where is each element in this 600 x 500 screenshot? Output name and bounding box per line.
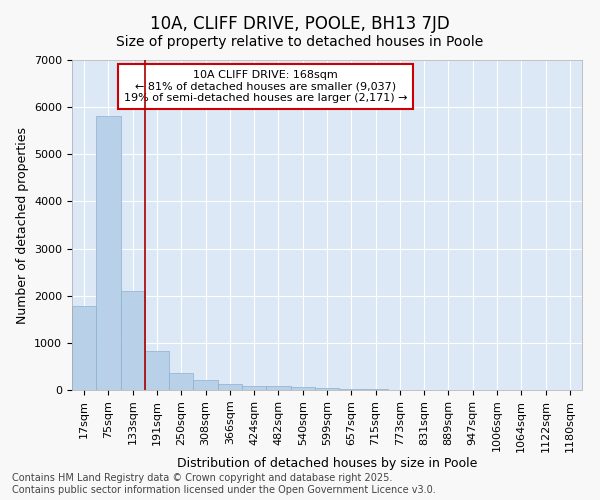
Bar [169,372,193,390]
Bar [242,386,266,390]
Text: Contains HM Land Registry data © Crown copyright and database right 2025.
Contai: Contains HM Land Registry data © Crown c… [12,474,436,495]
Bar [145,352,169,390]
Bar [218,384,242,390]
Bar [290,388,315,390]
Text: 10A CLIFF DRIVE: 168sqm
← 81% of detached houses are smaller (9,037)
19% of semi: 10A CLIFF DRIVE: 168sqm ← 81% of detache… [124,70,407,103]
Bar [121,292,145,390]
Bar [96,116,121,390]
Bar [315,388,339,390]
Bar [72,306,96,390]
X-axis label: Distribution of detached houses by size in Poole: Distribution of detached houses by size … [177,458,477,470]
Bar [193,380,218,390]
Y-axis label: Number of detached properties: Number of detached properties [16,126,29,324]
Bar [339,389,364,390]
Bar [266,386,290,390]
Text: Size of property relative to detached houses in Poole: Size of property relative to detached ho… [116,35,484,49]
Text: 10A, CLIFF DRIVE, POOLE, BH13 7JD: 10A, CLIFF DRIVE, POOLE, BH13 7JD [150,15,450,33]
